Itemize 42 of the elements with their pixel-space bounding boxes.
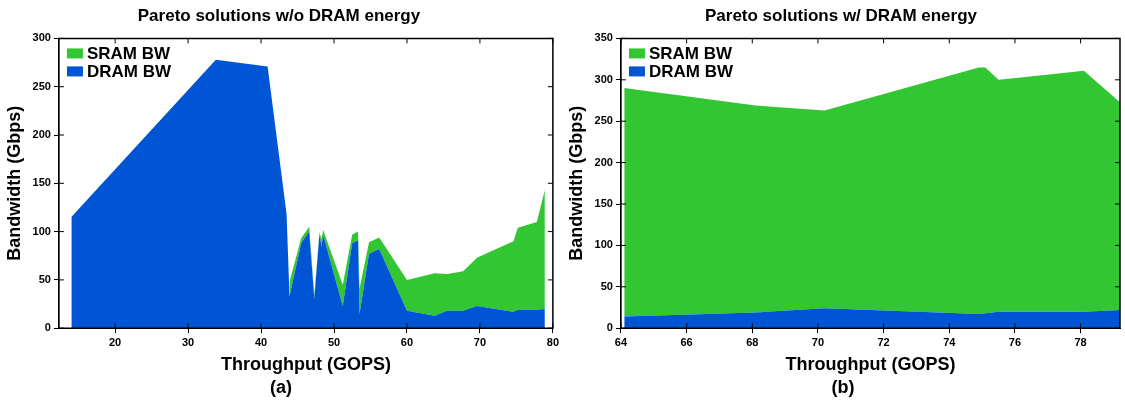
x-tick-label: 66 bbox=[680, 335, 693, 348]
y-tick-label: 150 bbox=[32, 176, 51, 189]
y-tick-label: 100 bbox=[594, 238, 613, 251]
x-tick-label: 70 bbox=[811, 335, 825, 348]
chart-title: Pareto solutions w/o DRAM energy bbox=[137, 5, 421, 25]
y-tick-label: 50 bbox=[38, 272, 51, 285]
x-tick-label: 68 bbox=[746, 335, 759, 348]
legend-label: SRAM BW bbox=[86, 44, 172, 64]
text: (a) bbox=[269, 376, 293, 398]
legend-label: DRAM BW bbox=[86, 62, 172, 82]
x-axis-title: Throughput (GOPS) bbox=[785, 354, 956, 375]
y-tick-label: 250 bbox=[32, 79, 51, 92]
x-tick-label: 80 bbox=[546, 335, 560, 348]
chart-title: Pareto solutions w/ DRAM energy bbox=[704, 5, 978, 25]
x-tick-label: 64 bbox=[614, 335, 628, 348]
x-tick-label: 20 bbox=[109, 335, 122, 348]
x-axis-title: Throughput (GOPS) bbox=[220, 354, 391, 375]
y-tick-label: 150 bbox=[594, 197, 613, 210]
y-tick-label: 200 bbox=[594, 155, 613, 168]
y-tick-label: 0 bbox=[44, 321, 51, 334]
x-tick-label: 70 bbox=[473, 335, 487, 348]
x-tick-label: 40 bbox=[254, 335, 268, 348]
y-axis-title: Bandwidth (Gbps) bbox=[565, 105, 586, 261]
x-tick-label: 30 bbox=[181, 335, 195, 348]
legend-label: DRAM BW bbox=[648, 62, 734, 82]
y-tick-label: 350 bbox=[594, 31, 613, 44]
y-tick-label: 200 bbox=[32, 128, 51, 141]
y-tick-label: 300 bbox=[32, 31, 51, 44]
x-tick-label: 78 bbox=[1074, 335, 1087, 348]
y-tick-label: 100 bbox=[32, 224, 51, 237]
y-axis-title: Bandwidth (Gbps) bbox=[3, 105, 24, 261]
y-tick-label: 300 bbox=[594, 72, 613, 85]
text: (b) bbox=[830, 376, 856, 398]
x-tick-label: 76 bbox=[1008, 335, 1022, 348]
legend-label: SRAM BW bbox=[648, 44, 734, 64]
y-tick-label: 0 bbox=[606, 321, 613, 334]
y-tick-label: 250 bbox=[594, 114, 613, 127]
x-tick-label: 50 bbox=[327, 335, 341, 348]
y-tick-label: 50 bbox=[600, 279, 613, 292]
x-tick-label: 60 bbox=[400, 335, 414, 348]
x-tick-label: 74 bbox=[943, 335, 957, 348]
x-tick-label: 72 bbox=[877, 335, 890, 348]
